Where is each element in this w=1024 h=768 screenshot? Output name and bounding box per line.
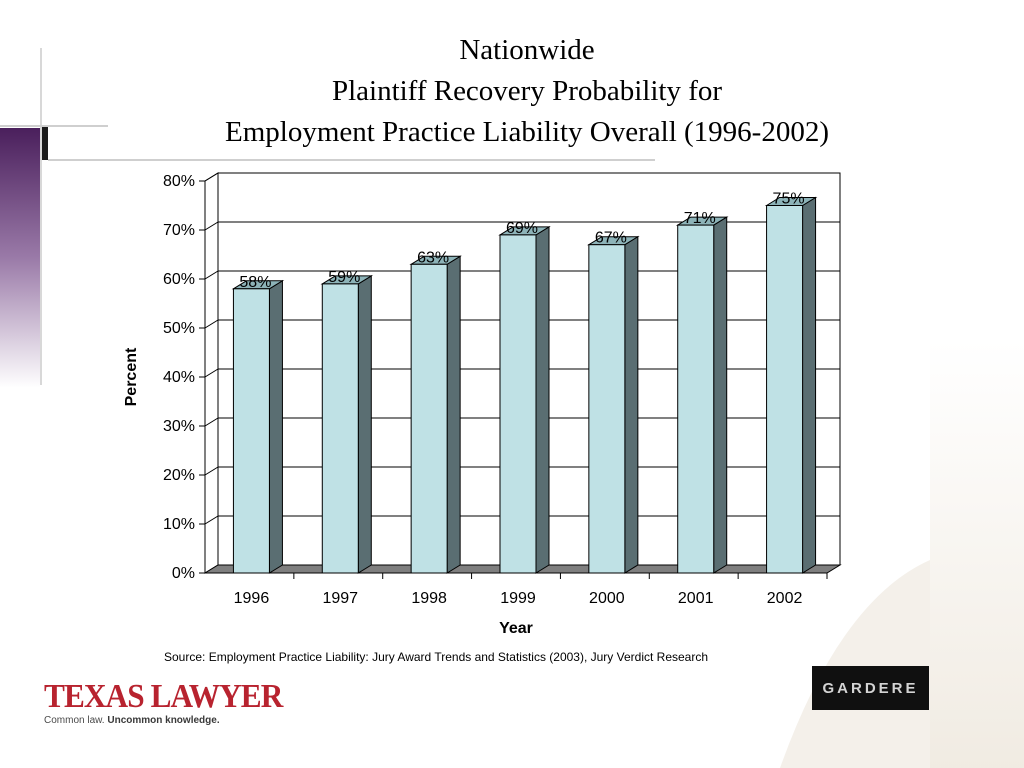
bar-2002 xyxy=(766,205,804,574)
y-tick-label: 20% xyxy=(163,467,195,484)
bar-side-2002 xyxy=(802,196,817,574)
data-label-2000: 67% xyxy=(595,230,627,247)
bar-1999 xyxy=(499,234,537,574)
x-tick-label: 2002 xyxy=(767,590,803,607)
data-label-1996: 58% xyxy=(239,274,271,291)
x-tick-label: 1997 xyxy=(322,590,358,607)
x-axis-title: Year xyxy=(499,620,533,637)
bar-side-2000 xyxy=(624,235,639,574)
x-tick-label: 1999 xyxy=(500,590,536,607)
bar-side-1996 xyxy=(268,279,283,574)
gridline-side xyxy=(204,466,219,476)
gridline-side xyxy=(204,172,219,182)
y-tick-label: 10% xyxy=(163,516,195,533)
x-tick-label: 1996 xyxy=(234,590,270,607)
x-tick-label: 2000 xyxy=(589,590,625,607)
y-tick-label: 30% xyxy=(163,418,195,435)
y-tick-label: 50% xyxy=(163,320,195,337)
data-label-1999: 69% xyxy=(506,220,538,237)
title-line-2: Plaintiff Recovery Probability for xyxy=(331,75,723,107)
bar-side-1998 xyxy=(446,255,461,574)
bar-side-1999 xyxy=(535,226,550,574)
y-tick-label: 0% xyxy=(172,565,195,582)
x-tick-label: 1998 xyxy=(411,590,447,607)
gridline-side xyxy=(204,417,219,427)
source-note: Source: Employment Practice Liability: J… xyxy=(164,650,709,664)
title-line-3: Employment Practice Liability Overall (1… xyxy=(224,116,829,148)
gridline-side xyxy=(204,319,219,329)
data-label-1998: 63% xyxy=(417,249,449,266)
title-line-1: Nationwide xyxy=(459,34,595,66)
tagline-bold: Uncommon knowledge. xyxy=(107,715,220,726)
bar-1997 xyxy=(321,283,359,574)
bar-1998 xyxy=(410,263,448,574)
gardere-logo: GARDERE xyxy=(812,666,929,710)
y-tick-label: 40% xyxy=(163,369,195,386)
gridline-side xyxy=(204,368,219,378)
gridline-side xyxy=(204,515,219,525)
chart-title: Nationwide Plaintiff Recovery Probabilit… xyxy=(0,30,1024,153)
y-tick-label: 80% xyxy=(163,173,195,190)
texas-lawyer-wordmark: TEXAS LAWYER xyxy=(44,678,283,715)
bar-2001 xyxy=(677,224,715,574)
x-tick-label: 2001 xyxy=(678,590,714,607)
data-label-1997: 59% xyxy=(328,269,360,286)
texas-lawyer-logo: TEXAS LAWYER Common law. Uncommon knowle… xyxy=(44,678,303,727)
bar-1996 xyxy=(232,288,270,574)
gridline-side xyxy=(204,221,219,231)
gridline-side xyxy=(204,270,219,280)
y-tick-label: 70% xyxy=(163,222,195,239)
data-label-2001: 71% xyxy=(684,210,716,227)
bar-side-2001 xyxy=(713,216,728,574)
bar-side-1997 xyxy=(357,275,372,574)
tagline-plain: Common law. xyxy=(44,715,105,726)
y-tick-label: 60% xyxy=(163,271,195,288)
data-label-2002: 75% xyxy=(773,191,805,208)
bar-2000 xyxy=(588,244,626,574)
texas-lawyer-tagline: Common law. Uncommon knowledge. xyxy=(44,715,303,726)
y-axis-title: Percent xyxy=(123,347,140,406)
